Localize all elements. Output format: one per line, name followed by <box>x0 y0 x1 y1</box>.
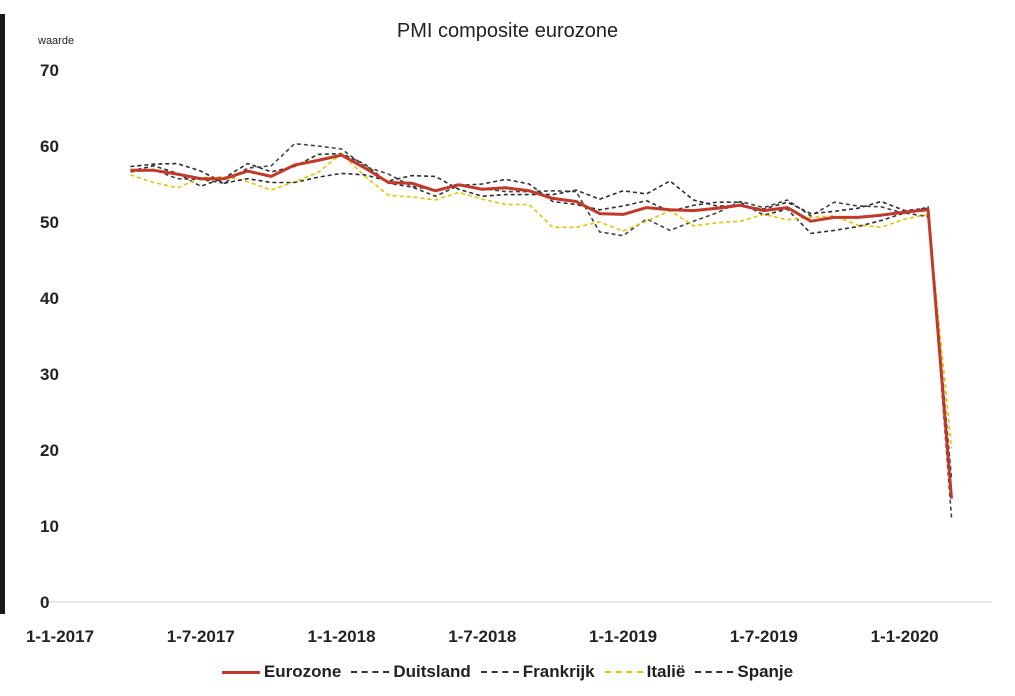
x-tick-label: 1-7-2017 <box>167 627 235 646</box>
legend-item-frankrijk: Frankrijk <box>480 662 595 682</box>
legend-label-spanje: Spanje <box>737 662 794 681</box>
legend-label-eurozone: Eurozone <box>263 662 342 681</box>
series-line-duitsland <box>130 152 953 479</box>
y-tick-label: 20 <box>40 441 59 460</box>
y-tick-label: 60 <box>40 137 59 156</box>
legend-item-eurozone: Eurozone <box>221 662 342 682</box>
y-tick-label: 50 <box>40 213 59 232</box>
legend-swatch-spanje <box>695 671 734 673</box>
legend-swatch-duitsland <box>351 671 390 673</box>
legend-item-duitsland: Duitsland <box>351 662 471 682</box>
legend: Eurozone Duitsland Frankrijk Italië Span… <box>0 662 1015 682</box>
x-tick-label: 1-1-2019 <box>589 627 657 646</box>
y-tick-label: 0 <box>40 593 49 612</box>
legend-label-frankrijk: Frankrijk <box>522 662 595 681</box>
series-line-spanje <box>130 162 953 497</box>
legend-swatch-frankrijk <box>480 671 519 673</box>
x-tick-label: 1-1-2018 <box>308 627 376 646</box>
y-tick-label: 40 <box>40 289 59 308</box>
legend-item-spanje: Spanje <box>695 662 793 682</box>
x-tick-label: 1-1-2017 <box>26 627 94 646</box>
y-tick-label: 30 <box>40 365 59 384</box>
chart-title: PMI composite eurozone <box>396 20 619 42</box>
x-tick-label: 1-1-2020 <box>871 627 939 646</box>
left-rule <box>0 14 5 614</box>
x-tick-label: 1-7-2019 <box>730 627 798 646</box>
legend-swatch-eurozone <box>221 670 260 674</box>
y-tick-label: 10 <box>40 517 59 536</box>
y-tick-label: 70 <box>40 61 59 80</box>
y-axis-label: waarde <box>38 35 75 47</box>
legend-label-italie: Italië <box>646 662 686 681</box>
series-line-itali <box>130 152 953 449</box>
x-tick-label: 1-7-2018 <box>448 627 516 646</box>
series-line-frankrijk <box>130 142 953 518</box>
legend-swatch-italie <box>604 671 643 673</box>
legend-label-duitsland: Duitsland <box>393 662 471 681</box>
legend-item-italie: Italië <box>604 662 686 682</box>
series-line-eurozone <box>130 153 953 499</box>
